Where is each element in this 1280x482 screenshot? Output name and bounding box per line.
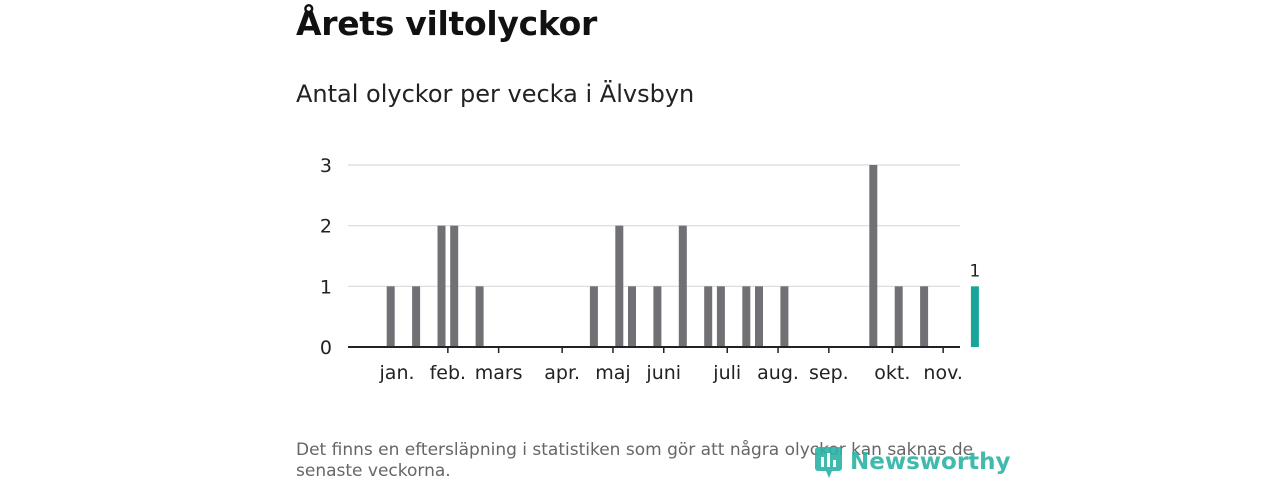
x-tick-label: maj <box>595 362 630 384</box>
y-tick-label: 3 <box>320 155 332 177</box>
x-tick-label: sep. <box>809 362 849 384</box>
newsworthy-logo: Newsworthy <box>814 444 1011 480</box>
footnote: Det finns en eftersläpning i statistiken… <box>296 440 974 481</box>
bar-highlight <box>970 286 979 347</box>
bar <box>450 225 459 347</box>
bar <box>869 165 878 347</box>
bar <box>678 225 687 347</box>
bar <box>589 286 598 347</box>
bar <box>894 286 903 347</box>
bar-chart: 0 1 2 3 1 jan. feb. mars apr. maj juni juli aug. sep.… <box>320 155 980 384</box>
chart-subtitle: Antal olyckor per vecka i Älvsbyn <box>296 80 695 108</box>
newsworthy-logo-text: Newsworthy <box>850 449 1011 475</box>
bar-value-label: 1 <box>969 261 980 281</box>
bar <box>437 225 446 347</box>
bar <box>628 286 636 347</box>
bar <box>412 286 421 347</box>
y-tick-label: 1 <box>320 276 332 298</box>
bar <box>755 286 763 347</box>
y-tick-label: 2 <box>320 216 332 238</box>
chart-title: Årets viltolyckor <box>296 4 597 43</box>
x-tick-label: apr. <box>544 362 580 384</box>
bar <box>704 286 713 347</box>
newsworthy-logo-icon <box>815 447 842 478</box>
x-tick-label: jan. <box>379 362 415 384</box>
x-tick-label: feb. <box>430 362 466 384</box>
bar <box>716 286 725 347</box>
bar <box>653 286 662 347</box>
bar <box>615 225 624 347</box>
y-tick-label: 0 <box>320 337 332 359</box>
x-tick-label: nov. <box>923 362 962 384</box>
x-tick-label: juni <box>645 362 681 384</box>
x-tick-label: juli <box>712 362 741 384</box>
bar <box>475 286 484 347</box>
bar <box>920 286 929 347</box>
bar <box>386 286 395 347</box>
x-tick-label: okt. <box>874 362 910 384</box>
bar <box>780 286 789 347</box>
x-tick-label: aug. <box>757 362 799 384</box>
bar <box>742 286 751 347</box>
x-tick-label: mars <box>475 362 523 384</box>
